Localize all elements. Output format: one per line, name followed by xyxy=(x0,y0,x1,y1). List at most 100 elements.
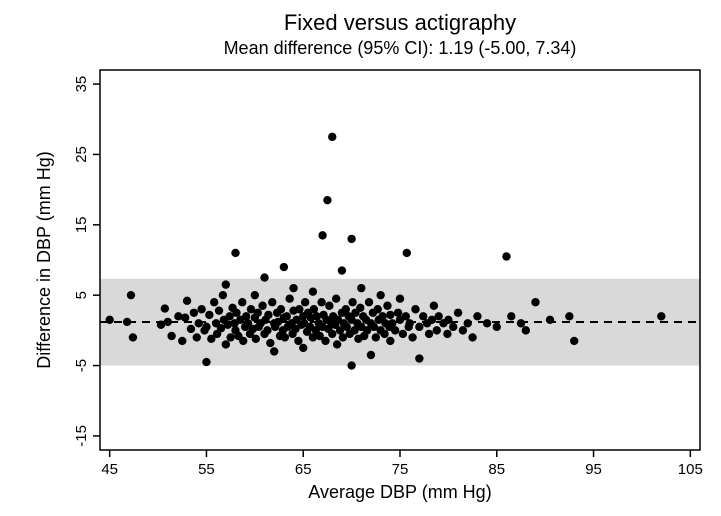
data-point xyxy=(190,309,198,317)
y-tick-label: 35 xyxy=(73,76,90,93)
data-point xyxy=(202,323,210,331)
data-point xyxy=(238,298,246,306)
y-tick-label: 25 xyxy=(73,146,90,163)
data-point xyxy=(473,312,481,320)
chart-title: Fixed versus actigraphy xyxy=(284,10,516,35)
data-point xyxy=(294,337,302,345)
data-point xyxy=(348,298,356,306)
x-tick-label: 75 xyxy=(392,461,409,478)
data-point xyxy=(277,305,285,313)
data-point xyxy=(222,340,230,348)
data-point xyxy=(105,316,113,324)
data-point xyxy=(281,333,289,341)
data-point xyxy=(266,339,274,347)
data-point xyxy=(464,319,472,327)
data-point xyxy=(232,309,240,317)
y-tick-label: -5 xyxy=(73,359,90,372)
data-point xyxy=(402,312,410,320)
data-point xyxy=(321,337,329,345)
data-point xyxy=(239,337,247,345)
data-point xyxy=(444,316,452,324)
data-point xyxy=(502,252,510,260)
data-point xyxy=(531,298,539,306)
data-point xyxy=(399,330,407,338)
x-tick-label: 45 xyxy=(101,461,118,478)
data-point xyxy=(283,312,291,320)
data-point xyxy=(325,302,333,310)
data-point xyxy=(443,330,451,338)
y-tick-label: 5 xyxy=(73,291,90,299)
data-point xyxy=(205,311,213,319)
y-axis-label: Difference in DBP (mm Hg) xyxy=(34,151,54,368)
data-point xyxy=(254,309,262,317)
x-tick-label: 55 xyxy=(198,461,215,478)
data-point xyxy=(386,337,394,345)
data-point xyxy=(405,319,413,327)
data-point xyxy=(263,326,271,334)
data-point xyxy=(411,305,419,313)
data-point xyxy=(565,312,573,320)
data-point xyxy=(285,295,293,303)
data-point xyxy=(215,306,223,314)
data-point xyxy=(507,312,515,320)
data-point xyxy=(178,337,186,345)
data-point xyxy=(425,330,433,338)
data-point xyxy=(546,316,554,324)
data-point xyxy=(419,312,427,320)
data-point xyxy=(415,354,423,362)
data-point xyxy=(356,304,364,312)
data-point xyxy=(181,314,189,322)
data-point xyxy=(468,333,476,341)
data-point xyxy=(299,344,307,352)
data-point xyxy=(210,298,218,306)
data-point xyxy=(383,302,391,310)
data-point xyxy=(454,309,462,317)
data-point xyxy=(270,347,278,355)
data-point xyxy=(396,295,404,303)
data-point xyxy=(483,319,491,327)
data-point xyxy=(187,325,195,333)
data-point xyxy=(258,302,266,310)
x-tick-label: 105 xyxy=(678,461,703,478)
data-point xyxy=(435,312,443,320)
data-point xyxy=(280,263,288,271)
data-point xyxy=(328,133,336,141)
data-point xyxy=(197,305,205,313)
data-point xyxy=(289,284,297,292)
data-point xyxy=(365,298,373,306)
data-point xyxy=(391,326,399,334)
data-point xyxy=(449,323,457,331)
data-point xyxy=(195,319,203,327)
data-point xyxy=(332,295,340,303)
data-point xyxy=(493,323,501,331)
data-point xyxy=(367,351,375,359)
data-point xyxy=(129,333,137,341)
data-point xyxy=(517,319,525,327)
data-point xyxy=(268,298,276,306)
data-point xyxy=(333,340,341,348)
data-point xyxy=(193,333,201,341)
data-point xyxy=(459,326,467,334)
data-point xyxy=(242,312,250,320)
x-tick-label: 65 xyxy=(295,461,312,478)
data-point xyxy=(251,291,259,299)
data-point xyxy=(167,332,175,340)
data-point xyxy=(309,287,317,295)
data-point xyxy=(231,249,239,257)
data-point xyxy=(295,305,303,313)
x-axis-label: Average DBP (mm Hg) xyxy=(308,482,491,502)
data-point xyxy=(222,280,230,288)
bland-altman-chart: 455565758595105-15-55152535Average DBP (… xyxy=(0,0,721,516)
data-point xyxy=(264,311,272,319)
data-point xyxy=(219,291,227,299)
y-tick-label: -15 xyxy=(73,425,90,447)
data-point xyxy=(318,231,326,239)
data-point xyxy=(123,318,131,326)
data-point xyxy=(260,273,268,281)
data-point xyxy=(380,330,388,338)
data-point xyxy=(394,309,402,317)
data-point xyxy=(357,284,365,292)
data-point xyxy=(164,318,172,326)
data-point xyxy=(386,311,394,319)
data-point xyxy=(347,361,355,369)
